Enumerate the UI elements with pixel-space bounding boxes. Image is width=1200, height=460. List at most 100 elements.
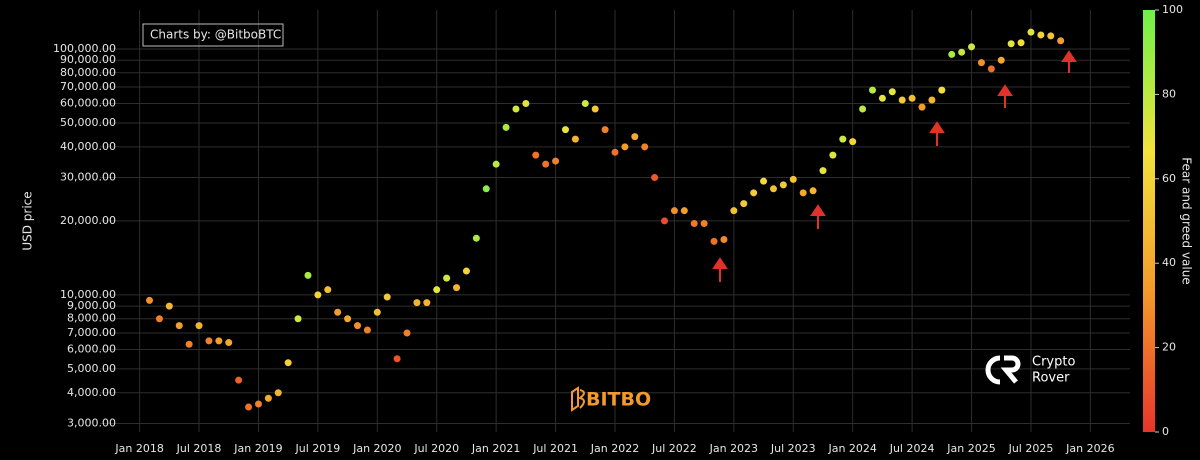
y-tick-label: 6,000.00 bbox=[67, 342, 116, 355]
point bbox=[334, 308, 342, 316]
colorbar-tick-label: 40 bbox=[1162, 256, 1176, 269]
colorbar-tick-label: 60 bbox=[1162, 172, 1176, 185]
point bbox=[819, 167, 827, 175]
point bbox=[581, 100, 589, 108]
colorbar-tick-label: 100 bbox=[1162, 3, 1183, 16]
point bbox=[809, 187, 817, 195]
point bbox=[720, 235, 728, 243]
point bbox=[898, 96, 906, 104]
point bbox=[601, 126, 609, 134]
y-tick-label: 80,000.00 bbox=[60, 66, 116, 79]
watermark-box bbox=[142, 23, 284, 47]
x-tick-label: Jan 2018 bbox=[114, 442, 163, 455]
point bbox=[700, 220, 708, 228]
brand-logo: BITBO bbox=[571, 386, 651, 412]
point bbox=[215, 337, 223, 345]
point bbox=[849, 138, 857, 146]
point bbox=[730, 207, 738, 215]
point bbox=[354, 322, 361, 330]
point bbox=[433, 286, 441, 294]
point bbox=[690, 220, 698, 228]
y-tick-label: 4,000.00 bbox=[67, 386, 116, 399]
y-tick-label: 90,000.00 bbox=[60, 53, 116, 66]
y-tick-label: 100,000.00 bbox=[53, 42, 116, 55]
point bbox=[393, 355, 401, 363]
point bbox=[413, 299, 421, 307]
point bbox=[878, 94, 886, 102]
point bbox=[294, 315, 302, 323]
point bbox=[552, 157, 560, 165]
point bbox=[245, 403, 253, 411]
point bbox=[383, 293, 391, 301]
point bbox=[304, 271, 312, 279]
point bbox=[205, 337, 213, 345]
point bbox=[175, 322, 183, 330]
point bbox=[641, 143, 649, 151]
point bbox=[522, 100, 530, 108]
point bbox=[1027, 28, 1035, 36]
point bbox=[779, 181, 787, 189]
points bbox=[146, 28, 1065, 411]
point bbox=[571, 135, 579, 143]
point bbox=[443, 274, 451, 282]
point bbox=[760, 177, 768, 185]
point bbox=[373, 308, 381, 316]
colorbar bbox=[1143, 10, 1155, 432]
logo-text: Crypto bbox=[1032, 355, 1075, 370]
point bbox=[591, 105, 599, 113]
point bbox=[670, 207, 678, 215]
point bbox=[561, 126, 569, 134]
x-tick-label: Jan 2020 bbox=[352, 442, 401, 455]
point bbox=[492, 160, 500, 168]
x-tick-label: Jul 2025 bbox=[1008, 442, 1054, 455]
point bbox=[977, 59, 985, 67]
x-tick-label: Jul 2023 bbox=[770, 442, 816, 455]
x-tick-label: Jul 2024 bbox=[889, 442, 935, 455]
point bbox=[254, 400, 262, 408]
point bbox=[165, 302, 173, 310]
y-axis-label: USD price bbox=[21, 191, 35, 250]
point bbox=[869, 86, 876, 94]
brand: BITBO bbox=[586, 389, 651, 411]
point bbox=[512, 105, 520, 113]
point bbox=[908, 94, 916, 102]
y-tick-label: 30,000.00 bbox=[60, 171, 116, 184]
point bbox=[1057, 37, 1065, 45]
point bbox=[740, 200, 748, 208]
point bbox=[1007, 40, 1015, 48]
point bbox=[997, 56, 1005, 64]
y-tick-label: 8,000.00 bbox=[67, 312, 116, 325]
point bbox=[155, 315, 163, 323]
point bbox=[1047, 32, 1055, 40]
point bbox=[462, 267, 470, 275]
point bbox=[859, 105, 867, 113]
watermark: Charts by: @BitboBTC bbox=[150, 28, 281, 42]
point bbox=[829, 151, 837, 159]
point bbox=[146, 296, 154, 304]
point bbox=[968, 43, 976, 51]
y-tick-label: 70,000.00 bbox=[60, 80, 116, 93]
y-tick-label: 10,000.00 bbox=[60, 288, 116, 301]
colorbar-tick-label: 0 bbox=[1162, 425, 1169, 438]
y-tick-label: 7,000.00 bbox=[67, 326, 116, 339]
point bbox=[235, 376, 243, 384]
x-tick-label: Jan 2023 bbox=[709, 442, 758, 455]
point bbox=[403, 329, 411, 337]
x-tick-label: Jul 2022 bbox=[651, 442, 697, 455]
point bbox=[839, 135, 847, 143]
point bbox=[314, 291, 322, 299]
point bbox=[750, 189, 758, 197]
point bbox=[769, 185, 777, 193]
point bbox=[274, 389, 282, 397]
point bbox=[987, 65, 995, 73]
y-tick-label: 9,000.00 bbox=[67, 299, 116, 312]
colorbar-tick-label: 80 bbox=[1162, 87, 1176, 100]
point bbox=[651, 174, 659, 182]
colorbar-tick-label: 20 bbox=[1162, 341, 1176, 354]
point bbox=[958, 48, 966, 56]
point bbox=[888, 88, 896, 96]
point bbox=[363, 326, 371, 334]
y-tick-label: 60,000.00 bbox=[60, 97, 116, 110]
point bbox=[1037, 31, 1045, 39]
